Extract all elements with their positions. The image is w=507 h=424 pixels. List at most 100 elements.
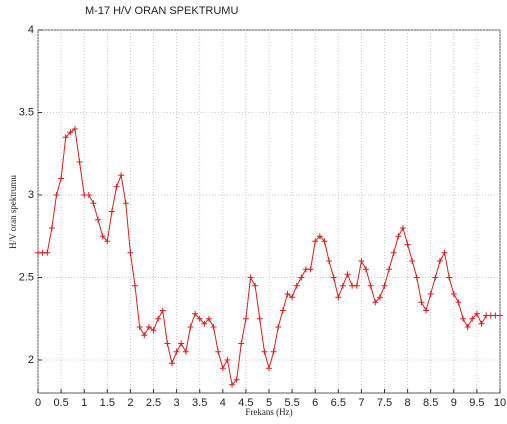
marker (53, 192, 60, 198)
marker (279, 307, 286, 314)
marker (215, 348, 222, 355)
marker (238, 340, 245, 347)
marker (289, 294, 296, 301)
marker (155, 315, 162, 322)
marker (446, 274, 453, 281)
marker (173, 348, 180, 355)
marker (432, 274, 439, 281)
marker (455, 299, 462, 306)
marker (497, 312, 503, 319)
y-tick-label: 2.5 (19, 271, 34, 283)
marker (436, 258, 443, 264)
marker (62, 134, 69, 141)
x-tick-label: 8.5 (423, 397, 438, 409)
marker (256, 315, 263, 322)
marker (335, 294, 342, 301)
x-tick-label: 2 (127, 397, 133, 409)
x-tick-label: 1 (81, 397, 87, 409)
marker (316, 233, 323, 240)
marker (376, 294, 383, 301)
marker (339, 282, 346, 289)
marker (150, 327, 157, 334)
marker (113, 183, 120, 190)
marker (164, 340, 171, 347)
marker (224, 357, 231, 363)
marker (48, 225, 55, 231)
marker (95, 216, 102, 223)
x-tick-label: 9.5 (469, 397, 484, 409)
marker (201, 320, 208, 327)
x-tick-label: 4 (220, 397, 226, 409)
marker (464, 324, 471, 330)
marker (261, 348, 268, 355)
marker (409, 258, 416, 264)
marker (136, 324, 143, 330)
marker (168, 360, 175, 367)
marker (192, 310, 199, 317)
marker (293, 282, 300, 289)
marker (395, 233, 402, 240)
x-tick-label: 6 (312, 397, 318, 409)
marker (307, 266, 314, 273)
marker (178, 340, 185, 347)
marker (196, 315, 203, 322)
marker (90, 200, 97, 207)
y-tick-label: 2 (28, 354, 34, 366)
x-tick-label: 9 (451, 397, 457, 409)
x-tick-label: 8 (405, 397, 411, 409)
marker (321, 238, 328, 245)
marker (413, 274, 420, 281)
y-tick-label: 3.5 (19, 106, 34, 118)
marker (44, 249, 51, 256)
marker (58, 175, 65, 182)
marker (353, 282, 360, 289)
marker (182, 348, 189, 355)
x-tick-label: 10 (494, 397, 506, 409)
marker (450, 291, 457, 297)
marker (312, 238, 319, 245)
marker (266, 365, 272, 372)
x-tick-label: 7 (358, 397, 364, 409)
x-tick-label: 6.5 (331, 397, 346, 409)
marker (233, 376, 240, 383)
chart-title: M-17 H/V ORAN SPEKTRUMU (85, 5, 238, 17)
marker (469, 315, 476, 322)
marker (141, 332, 148, 339)
marker (67, 129, 74, 136)
marker (344, 271, 351, 278)
marker (418, 299, 425, 306)
y-axis-label: H/V oran spektrumu (8, 175, 18, 249)
marker (205, 315, 212, 322)
marker (386, 266, 393, 273)
x-tick-label: 2.5 (146, 397, 161, 409)
marker (229, 381, 236, 388)
marker (145, 324, 152, 330)
marker (363, 266, 370, 273)
marker (326, 258, 333, 264)
marker (104, 238, 111, 245)
y-tick-label: 3 (28, 189, 34, 201)
marker (399, 225, 406, 231)
marker (284, 291, 291, 297)
marker (473, 310, 480, 317)
x-tick-label: 5 (266, 397, 272, 409)
marker (127, 249, 134, 256)
marker (372, 299, 379, 306)
marker (122, 200, 129, 207)
marker (478, 320, 485, 327)
marker (99, 233, 106, 240)
marker (358, 258, 365, 264)
marker (247, 274, 254, 281)
marker (159, 307, 166, 314)
marker (132, 282, 139, 289)
x-tick-label: 1.5 (100, 397, 115, 409)
marker (219, 365, 226, 372)
marker (108, 208, 115, 215)
marker (367, 282, 374, 289)
marker (76, 159, 83, 165)
marker (85, 192, 92, 198)
marker (275, 324, 282, 330)
marker (187, 324, 194, 330)
